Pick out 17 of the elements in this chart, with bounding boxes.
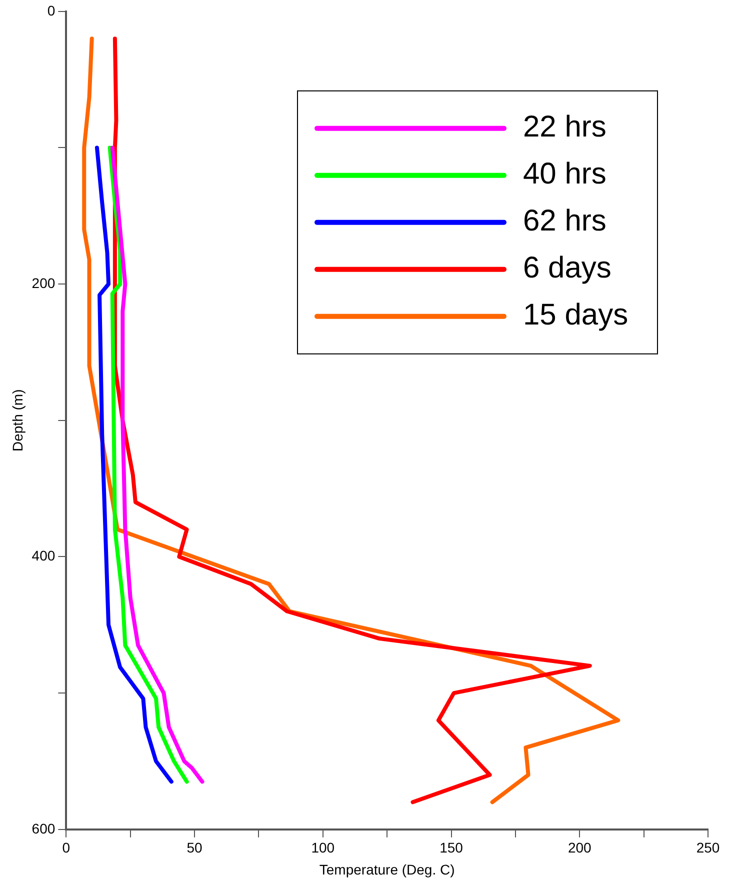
x-tick-label: 50 xyxy=(186,840,203,856)
text: 40 hrs xyxy=(523,158,606,191)
text: 6 days xyxy=(523,252,612,285)
x-tick-label: 200 xyxy=(568,840,592,856)
y-tick-label: 600 xyxy=(32,820,56,836)
x-tick-label: 250 xyxy=(696,840,720,856)
x-tick-label: 0 xyxy=(62,840,70,856)
text: 62 hrs xyxy=(523,204,606,238)
x-axis-title: Temperature (Deg. C) xyxy=(319,861,455,878)
x-tick-label: 100 xyxy=(311,840,335,856)
y-tick-label: 400 xyxy=(32,548,56,564)
text: 22 hrs xyxy=(523,110,606,144)
x-tick-label: 150 xyxy=(440,840,464,856)
y-axis-title: Depth (m) xyxy=(9,389,26,452)
y-tick-label: 0 xyxy=(47,2,56,18)
y-tick-label: 200 xyxy=(32,274,56,291)
text: 15 days xyxy=(523,298,628,332)
